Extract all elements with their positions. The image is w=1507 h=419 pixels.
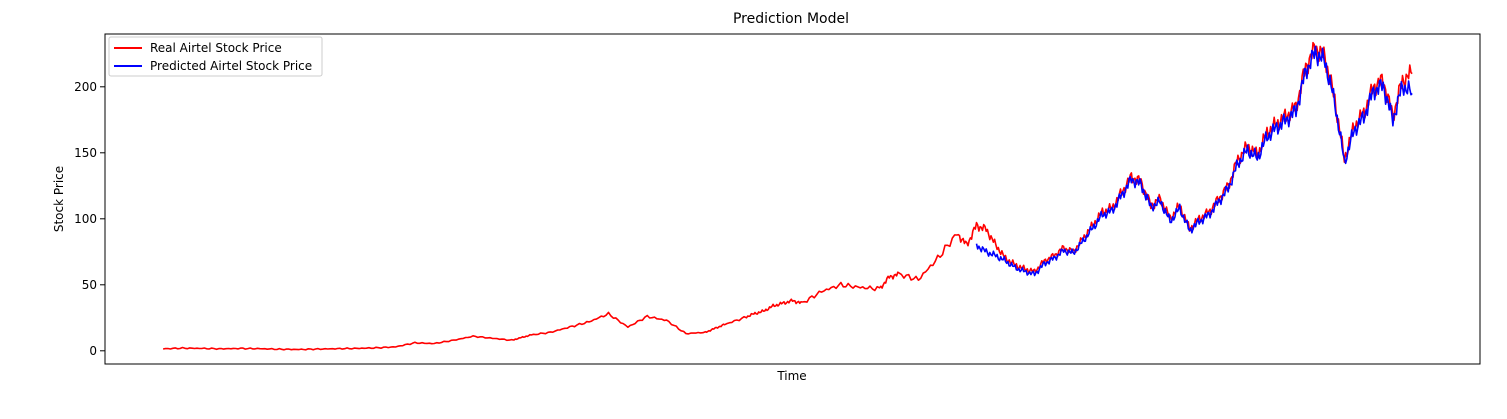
y-tick-label: 100 xyxy=(74,212,97,226)
y-tick-label: 50 xyxy=(82,278,97,292)
y-tick-label: 150 xyxy=(74,146,97,160)
legend-label-real: Real Airtel Stock Price xyxy=(150,41,282,55)
y-axis: 0 50 100 150 200 xyxy=(74,80,105,358)
x-axis-label: Time xyxy=(776,369,806,383)
series-layer xyxy=(162,41,1413,351)
legend-label-predicted: Predicted Airtel Stock Price xyxy=(150,59,312,73)
legend-box xyxy=(108,36,323,77)
plot-area xyxy=(104,33,1481,365)
series-line-real xyxy=(162,41,1413,351)
chart-title: Prediction Model xyxy=(733,11,849,27)
y-axis-label: Stock Price xyxy=(52,166,66,232)
series-line-predicted xyxy=(975,45,1413,277)
y-tick-label: 200 xyxy=(74,80,97,94)
legend: Real Airtel Stock Price Predicted Airtel… xyxy=(108,36,323,77)
y-tick-label: 0 xyxy=(89,344,97,358)
